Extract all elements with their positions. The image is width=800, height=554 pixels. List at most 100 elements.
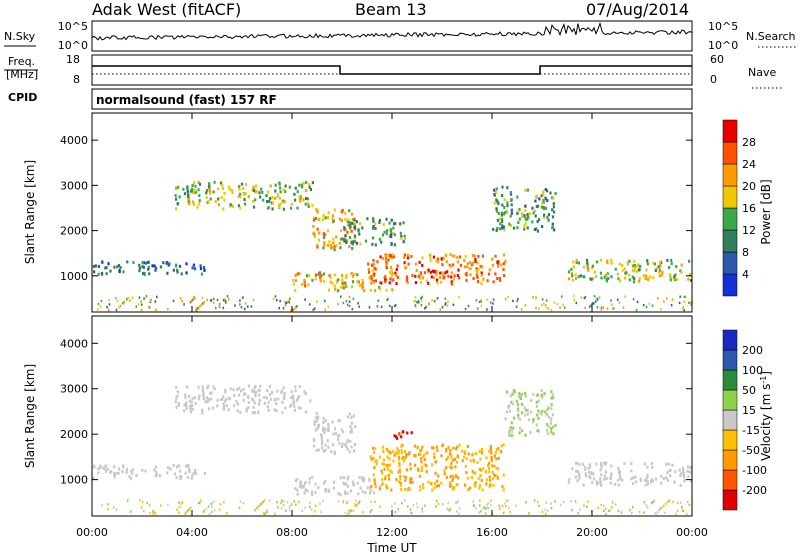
data-cell (415, 268, 418, 272)
y-tick-label: 4000 (60, 337, 88, 350)
data-cell (205, 507, 208, 511)
data-cell (333, 248, 336, 252)
data-cell (274, 295, 277, 298)
data-cell (292, 282, 295, 286)
data-cell (113, 465, 116, 469)
data-cell (628, 259, 631, 263)
data-cell (445, 466, 448, 470)
data-cell (669, 274, 672, 278)
data-cell (504, 259, 507, 263)
data-cell (510, 224, 513, 227)
data-cell (653, 499, 656, 502)
data-cell (533, 209, 536, 213)
data-cell (178, 464, 181, 468)
data-cell (512, 426, 515, 430)
data-cell (321, 446, 324, 450)
data-cell (497, 467, 500, 471)
colorbar-tick-label: 200 (742, 344, 763, 357)
data-cell (605, 461, 608, 465)
data-cell (521, 411, 524, 415)
data-cell (281, 400, 284, 404)
data-cell (632, 297, 635, 301)
data-cell (274, 196, 277, 200)
data-cell (148, 272, 151, 276)
data-cell (421, 263, 424, 267)
data-cell (599, 468, 602, 472)
data-cell (659, 264, 662, 268)
data-cell (310, 508, 313, 511)
data-cell (492, 280, 495, 284)
data-cell (434, 471, 437, 475)
data-cell (538, 218, 541, 222)
data-cell (201, 389, 205, 393)
data-cell (314, 490, 317, 494)
data-cell (128, 475, 131, 478)
data-cell (476, 461, 479, 464)
data-cell (465, 273, 468, 277)
data-cell (189, 405, 192, 409)
data-cell (415, 502, 418, 505)
data-cell (92, 264, 95, 268)
data-cell (108, 303, 111, 306)
data-cell (281, 499, 283, 502)
data-cell (143, 297, 145, 300)
data-cell (292, 401, 295, 405)
data-cell (399, 481, 402, 485)
data-cell (617, 277, 620, 281)
data-cell (93, 270, 96, 274)
data-cell (616, 478, 620, 482)
data-cell (410, 477, 413, 480)
data-cell (337, 302, 339, 306)
data-cell (239, 299, 241, 302)
data-cell (348, 304, 351, 308)
data-cell (314, 482, 317, 486)
data-cell (358, 222, 362, 226)
data-cell (508, 506, 510, 510)
data-cell (392, 459, 395, 463)
data-cell (226, 512, 228, 515)
data-cell (384, 254, 387, 258)
data-cell (435, 445, 438, 449)
data-cell (374, 485, 377, 489)
data-cell (536, 429, 539, 433)
data-cell (422, 453, 426, 457)
data-cell (509, 510, 511, 514)
data-cell (288, 298, 291, 302)
x-tick-label: 12:00 (376, 526, 408, 539)
data-cell (350, 285, 353, 289)
data-cell (466, 488, 470, 492)
data-cell (191, 189, 194, 193)
data-cell (476, 280, 480, 284)
data-cell (302, 484, 306, 488)
data-cell (370, 508, 373, 512)
data-cell (274, 189, 277, 193)
data-cell (222, 395, 225, 399)
data-cell (446, 270, 449, 274)
data-cell (396, 446, 399, 450)
data-cell (491, 263, 494, 267)
data-cell (409, 467, 412, 471)
data-cell (357, 492, 360, 496)
data-cell (229, 387, 232, 391)
data-cell (311, 203, 314, 207)
data-cell (242, 388, 245, 391)
data-cell (482, 467, 485, 471)
noise-panel: N.Sky 10^5 10^0 10^5 10^0 N.Search (4, 20, 796, 52)
data-cell (212, 385, 215, 389)
data-cell (510, 203, 513, 207)
data-cell (592, 477, 596, 481)
data-cell (322, 426, 325, 430)
data-cell (244, 392, 247, 396)
data-cell (175, 207, 178, 211)
data-cell (327, 429, 330, 432)
data-cell (298, 485, 301, 489)
data-cell (178, 195, 181, 199)
data-cell (339, 493, 342, 497)
data-cell (418, 474, 421, 478)
data-cell (546, 307, 549, 310)
data-cell (516, 299, 518, 303)
data-cell (271, 201, 275, 205)
data-cell (421, 256, 424, 260)
data-cell (252, 200, 255, 203)
data-cell (318, 217, 321, 221)
